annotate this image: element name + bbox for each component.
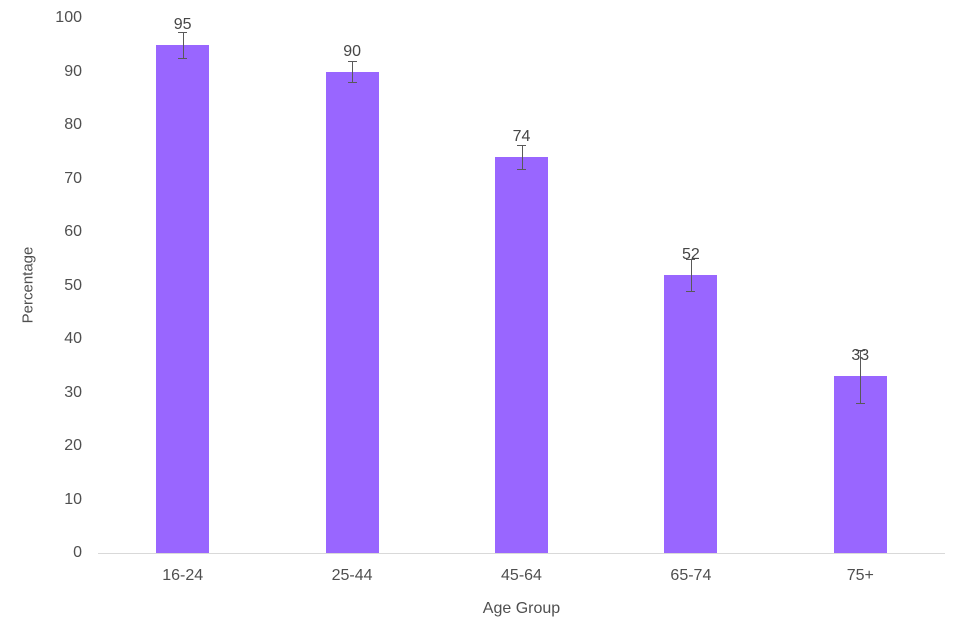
data-label: 33 bbox=[851, 347, 870, 365]
error-bar-cap bbox=[178, 31, 188, 33]
y-tick-label: 0 bbox=[73, 544, 82, 561]
x-tick-label: 45-64 bbox=[501, 567, 542, 584]
data-label: 52 bbox=[681, 245, 700, 263]
bar bbox=[325, 71, 379, 553]
error-bar bbox=[521, 145, 523, 169]
error-bar bbox=[182, 31, 184, 58]
x-tick-label: 65-74 bbox=[670, 567, 712, 584]
bar bbox=[156, 44, 210, 553]
error-bar-cap bbox=[347, 61, 357, 63]
error-bar-cap bbox=[855, 350, 865, 352]
y-tick-label: 20 bbox=[64, 437, 82, 454]
bar bbox=[833, 376, 887, 553]
error-bar-cap bbox=[347, 81, 357, 83]
data-label: 74 bbox=[512, 128, 531, 146]
data-label: 95 bbox=[173, 15, 192, 33]
error-bar-cap bbox=[517, 145, 526, 147]
y-tick-label: 90 bbox=[64, 62, 82, 80]
y-tick-label: 40 bbox=[64, 330, 82, 347]
error-bar-cap bbox=[686, 258, 696, 260]
y-tick-label: 60 bbox=[64, 223, 82, 240]
plot-area: 95 16-24 90 25-44 74 45-64 52 65-74 33 75+ bbox=[98, 15, 945, 584]
bar bbox=[664, 274, 718, 553]
y-tick-label: 50 bbox=[64, 276, 82, 294]
y-tick-label: 30 bbox=[64, 383, 82, 401]
x-tick-label: 16-24 bbox=[162, 567, 204, 584]
y-tick-label: 10 bbox=[64, 490, 82, 508]
error-bar-cap bbox=[178, 57, 188, 59]
x-tick-label: 25-44 bbox=[331, 567, 373, 584]
y-tick-label: 70 bbox=[64, 169, 82, 187]
y-tick-label: 80 bbox=[64, 116, 82, 133]
y-tick-label: 100 bbox=[55, 9, 82, 26]
data-label: 90 bbox=[343, 42, 361, 60]
error-bar bbox=[352, 61, 354, 82]
error-bar-cap bbox=[855, 402, 865, 404]
x-axis-title: Age Group bbox=[482, 600, 561, 617]
bar bbox=[495, 157, 548, 553]
error-bar bbox=[860, 350, 862, 403]
error-bar-cap bbox=[517, 168, 526, 170]
x-tick-label: 75+ bbox=[846, 567, 874, 584]
error-bar-cap bbox=[686, 290, 696, 292]
error-bar bbox=[690, 258, 692, 291]
